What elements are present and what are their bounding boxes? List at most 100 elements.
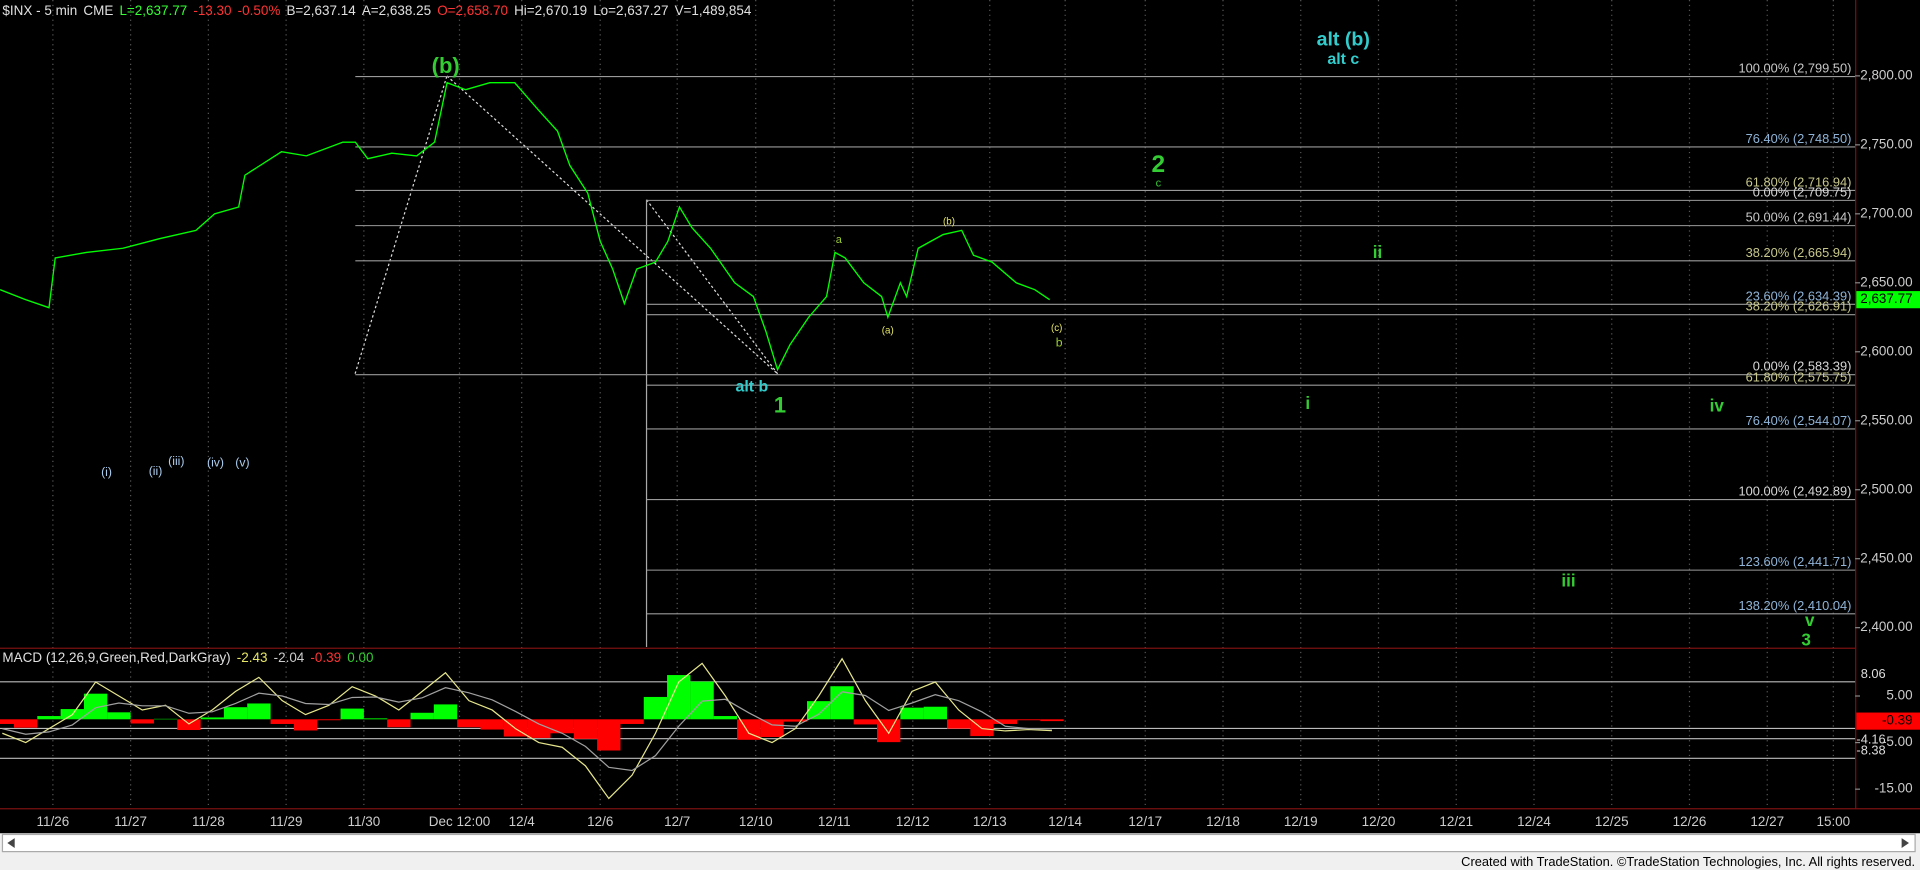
header-item: L=2,637.77 (119, 3, 187, 18)
macd-hist-bar (643, 696, 668, 720)
fib-label: 76.40% (2,748.50) (1746, 131, 1852, 146)
x-tick-label: 12/11 (818, 814, 851, 829)
macd-hist-bar (130, 719, 154, 724)
scroll-right[interactable] (1901, 838, 1909, 848)
y-tick-label: 2,750.00 (1860, 136, 1912, 151)
fib-label: 61.80% (2,716.94) (1746, 174, 1852, 189)
x-tick-label: 12/24 (1517, 814, 1551, 829)
macd-hist-bar (270, 719, 294, 724)
fib-label: 123.60% (2,441.71) (1738, 554, 1851, 569)
macd-hist-bar (1040, 719, 1064, 722)
scroll-left[interactable] (7, 838, 15, 848)
footer-text: Created with TradeStation. ©TradeStation… (1461, 854, 1915, 869)
macd-hist-bar (550, 719, 574, 734)
macd-hist-bar (177, 719, 201, 731)
header: $INX - 5 min CME L=2,637.77 -13.30 -0.50% B=2… (2, 3, 751, 18)
wave-label: b (1056, 335, 1063, 349)
header-item: Hi=2,670.19 (514, 3, 587, 18)
macd-hist-bar (480, 719, 504, 730)
macd-hist-bar (853, 719, 878, 725)
wave-label: 3 (1801, 629, 1811, 649)
y-tick-label: 2,550.00 (1860, 412, 1912, 427)
x-tick-label: 12/6 (587, 814, 613, 829)
macd-hist-bar (667, 675, 691, 720)
wave-label: 2 (1152, 151, 1166, 178)
x-tick-label: 12/25 (1595, 814, 1629, 829)
scrollbar[interactable] (1, 833, 1916, 853)
wave-label: ii (1373, 242, 1383, 262)
wave-label: (i) (101, 465, 112, 479)
macd-hist-bar (993, 719, 1017, 724)
header-item: V=1,489,854 (675, 3, 752, 18)
x-tick-label: 12/7 (664, 814, 690, 829)
x-tick-label: 12/19 (1284, 814, 1318, 829)
y-tick-label: 2,400.00 (1860, 619, 1912, 634)
macd-line (2, 687, 1052, 772)
macd-level-label: -8.38 (1856, 742, 1885, 757)
x-tick-label: 12/14 (1048, 814, 1082, 829)
fib-label: 50.00% (2,691.44) (1746, 210, 1852, 225)
wave-label: c (1156, 178, 1162, 190)
macd-hist-bar (573, 719, 598, 739)
macd-hist-bar (946, 719, 971, 729)
wave-label: a (836, 234, 843, 246)
x-tick-label: 12/18 (1206, 814, 1240, 829)
fib-label: 38.20% (2,665.94) (1746, 245, 1852, 260)
x-tick-label: 12/27 (1750, 814, 1784, 829)
macd-hist-bar (1016, 719, 1041, 721)
macd-hist-bar (410, 712, 434, 720)
drawing-layer (52, 0, 1834, 809)
macd-level-label: -4.16 (1856, 731, 1885, 746)
macd-title-item: 0.00 (347, 650, 373, 665)
macd-hist-bar (783, 719, 808, 722)
wave-label: (b) (432, 53, 460, 78)
wave-label: (v) (235, 455, 249, 469)
wave-label: (b) (943, 216, 955, 227)
fib-label: 100.00% (2,492.89) (1738, 484, 1851, 499)
y-tick-label: 2,700.00 (1860, 205, 1912, 220)
wave-label: i (1305, 393, 1310, 413)
x-tick-label: 12/13 (973, 814, 1007, 829)
y-tick-label: -5.00 (1882, 734, 1913, 749)
macd-title: MACD (12,26,9,Green,Red,DarkGray) -2.43 -2… (2, 650, 373, 665)
x-tick-label: Dec 12:00 (429, 814, 490, 829)
macd-level-label: 8.06 (1861, 666, 1886, 681)
macd-hist-bar (760, 719, 784, 738)
macd-line (2, 657, 1052, 800)
x-tick-label: 15:00 (1816, 814, 1850, 829)
header-item: $INX - 5 min (2, 3, 77, 18)
x-tick-label: 12/4 (509, 814, 536, 829)
last-price-label: 2,637.77 (1860, 291, 1912, 306)
header-item: -0.50% (238, 3, 281, 18)
macd-hist-bar (457, 719, 481, 728)
macd-hist-bar (107, 712, 131, 720)
fib-label: 100.00% (2,799.50) (1738, 61, 1851, 76)
x-tick-label: 12/12 (896, 814, 930, 829)
x-tick-label: 11/27 (114, 814, 147, 829)
macd-hist-bar (807, 701, 831, 720)
header-item: CME (83, 3, 113, 18)
macd-last-label: -0.39 (1882, 713, 1913, 728)
header-item: -13.30 (193, 3, 231, 18)
wave-label: alt c (1327, 51, 1359, 68)
price-line (0, 81, 1051, 372)
fib-label: 61.80% (2,575.75) (1746, 369, 1852, 384)
macd-hist-bar (200, 717, 224, 720)
y-tick-label: 2,650.00 (1860, 274, 1912, 289)
macd-hist-bar (83, 693, 108, 720)
macd-hist-bar (690, 681, 714, 720)
macd-hist-bar (293, 719, 318, 731)
y-tick-label: 2,500.00 (1860, 481, 1912, 496)
macd-title-item: MACD (12,26,9,Green,Red,DarkGray) (2, 650, 230, 665)
macd-hist-bar (433, 704, 458, 720)
header-item: B=2,637.14 (286, 3, 356, 18)
wave-label: v (1805, 610, 1815, 630)
y-tick-label: 5.00 (1886, 688, 1912, 703)
trend-line (646, 199, 779, 375)
macd-hist-bar (247, 703, 271, 720)
macd-hist-bar (923, 706, 947, 720)
fib-label: 76.40% (2,544.07) (1746, 413, 1852, 428)
macd-hist-bar (387, 719, 411, 728)
fib-label: 38.20% (2,626.91) (1746, 299, 1852, 314)
